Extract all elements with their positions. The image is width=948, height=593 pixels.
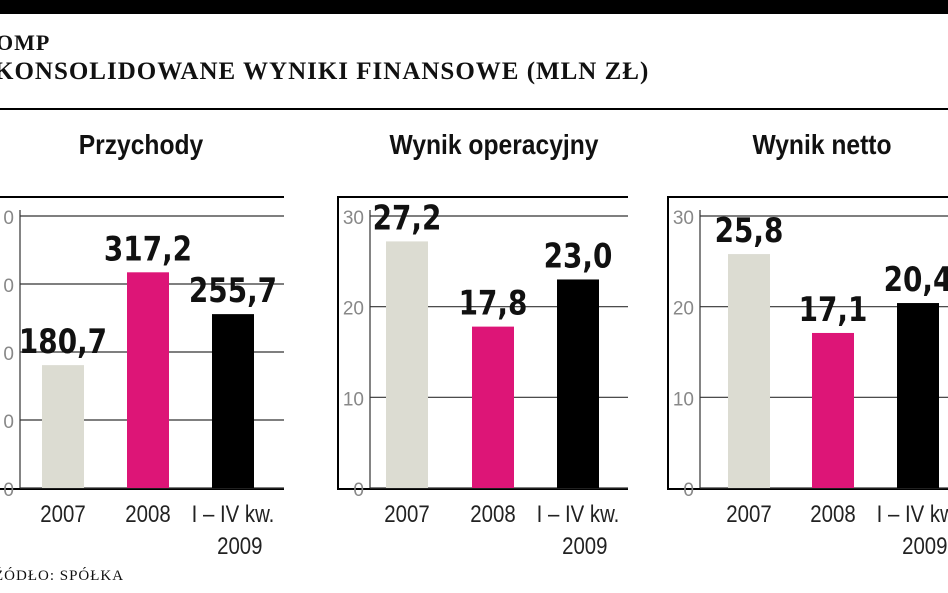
y-tick-label: 20 [343,299,364,320]
y-tick-label: 20 [673,299,694,320]
y-tick-label: 10 [343,389,364,410]
header-rule [0,108,948,110]
top-bar [0,0,948,14]
bar-2009 [212,314,254,488]
source-note: ŹÓDŁO: SPÓŁKA [0,568,125,584]
bar-2007 [42,365,84,488]
plot-frame [337,196,628,490]
company-name: OMP [0,30,51,55]
data-label: 17,8 [459,284,528,323]
data-label: 20,4 [884,260,948,299]
x-category-label: 2007 [384,500,429,527]
data-label: 27,2 [373,199,442,238]
y-tick-label: 0 [3,344,14,365]
y-tick-label: 10 [673,389,694,410]
bar-2008 [127,272,169,488]
panel-title: Wynik netto [752,129,891,161]
y-tick-label: 0 [3,208,14,229]
x-category-label: 2007 [40,500,85,527]
bar-2007 [386,241,428,488]
x-category-label: 2008 [125,500,170,527]
panel-title: Wynik operacyjny [390,129,599,161]
x-category-label: 2009 [902,532,947,559]
x-category-label: 2007 [726,500,771,527]
bar-2009 [557,279,599,488]
y-tick-label: 0 [353,480,364,501]
y-tick-label: 0 [3,480,14,501]
chart-subtitle: KONSOLIDOWANE WYNIKI FINANSOWE (MLN ZŁ) [0,58,650,85]
y-tick-label: 0 [3,412,14,433]
data-label: 317,2 [104,230,192,269]
panel-title: Przychody [79,129,204,161]
x-category-label: 2009 [562,532,607,559]
plot-frame [0,196,284,490]
y-tick-label: 30 [343,208,364,229]
x-category-label: I – IV kw. [192,500,275,527]
bar-2007 [728,254,770,488]
x-category-label: I – IV kw. [537,500,620,527]
data-label: 25,8 [715,211,784,250]
x-category-label: 2008 [810,500,855,527]
bar-2009 [897,303,939,488]
data-label: 17,1 [799,290,868,329]
data-label: 180,7 [19,323,107,362]
plot-frame [667,196,948,490]
x-category-label: 2009 [217,532,262,559]
bar-2008 [812,332,854,488]
x-category-label: 2008 [470,500,515,527]
bar-2008 [472,326,514,488]
y-tick-label: 0 [3,276,14,297]
y-tick-label: 30 [673,208,694,229]
x-category-label: I – IV kw. [877,500,948,527]
data-label: 23,0 [544,237,613,276]
data-label: 255,7 [189,272,277,311]
y-tick-label: 0 [683,480,694,501]
